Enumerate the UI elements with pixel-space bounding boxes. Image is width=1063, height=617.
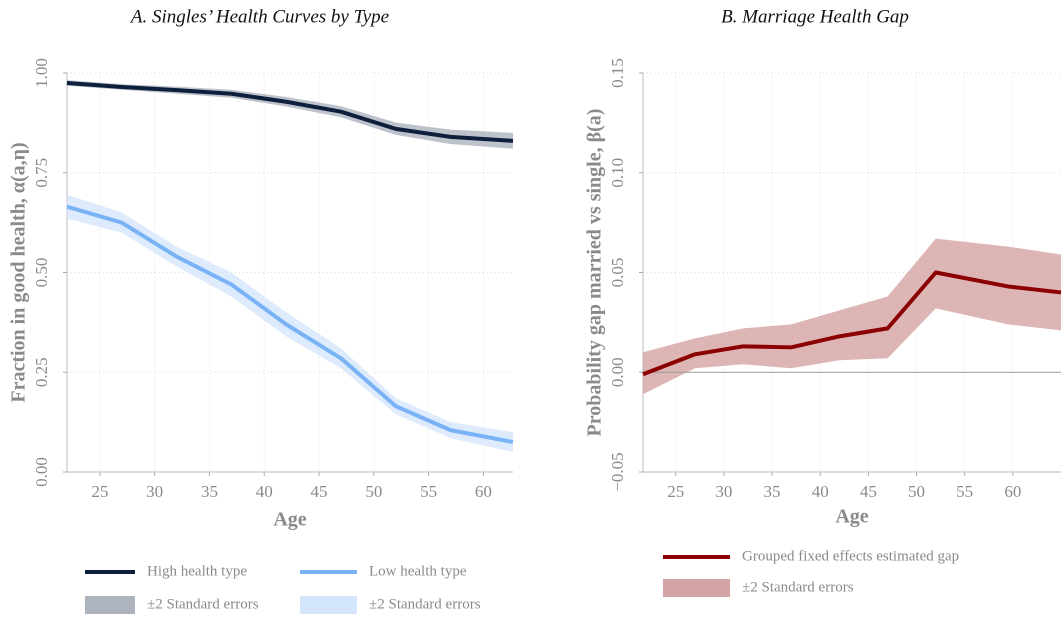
x-tick-label: 40 [812,482,829,501]
x-tick-label: 50 [365,482,382,501]
error-band [67,80,513,149]
legend-swatch [300,596,357,614]
y-tick-label: 0.10 [608,158,627,188]
x-tick-label: 35 [764,482,781,501]
y-tick-label: −0.05 [608,452,627,491]
x-tick-label: 35 [201,482,218,501]
x-tick-label: 40 [256,482,273,501]
y-tick-label: 0.05 [608,258,627,288]
y-tick-label: 0.25 [32,357,51,387]
legend-label: Low health type [369,563,467,579]
x-tick-label: 50 [908,482,925,501]
error-band [643,238,1061,395]
y-tick-label: 0.00 [608,357,627,387]
x-tick-label: 55 [420,482,437,501]
x-tick-label: 45 [860,482,877,501]
chart-title: B. Marriage Health Gap [721,6,909,27]
x-tick-label: 30 [715,482,732,501]
x-axis-label: Age [273,509,306,531]
legend-swatch [85,596,135,614]
x-tick-label: 60 [475,482,492,501]
x-tick-label: 60 [1004,482,1021,501]
legend-label: ±2 Standard errors [147,596,259,612]
x-tick-label: 45 [311,482,328,501]
legend-swatch [663,579,730,597]
error-band [67,194,513,453]
series-line [66,80,514,143]
y-axis-label: Probability gap married vs single, β(a) [584,109,606,437]
series-line [66,204,514,445]
x-tick-label: 25 [91,482,108,501]
series-line [642,270,1062,377]
y-tick-label: 0.75 [32,158,51,188]
y-tick-label: 0.50 [32,258,51,288]
y-tick-label: 0.00 [32,457,51,487]
x-tick-label: 55 [956,482,973,501]
y-tick-label: 0.15 [608,58,627,88]
legend-label: High health type [147,563,247,579]
y-tick-label: 1.00 [32,58,51,88]
y-axis-label: Fraction in good health, α(a,η) [8,142,30,402]
legend-label: Grouped fixed effects estimated gap [742,548,959,564]
legend-label: ±2 Standard errors [742,579,854,595]
x-tick-label: 25 [667,482,684,501]
legend-label: ±2 Standard errors [369,596,481,612]
x-axis-label: Age [835,506,868,528]
chart-title: A. Singles’ Health Curves by Type [129,6,389,27]
x-tick-label: 30 [146,482,163,501]
